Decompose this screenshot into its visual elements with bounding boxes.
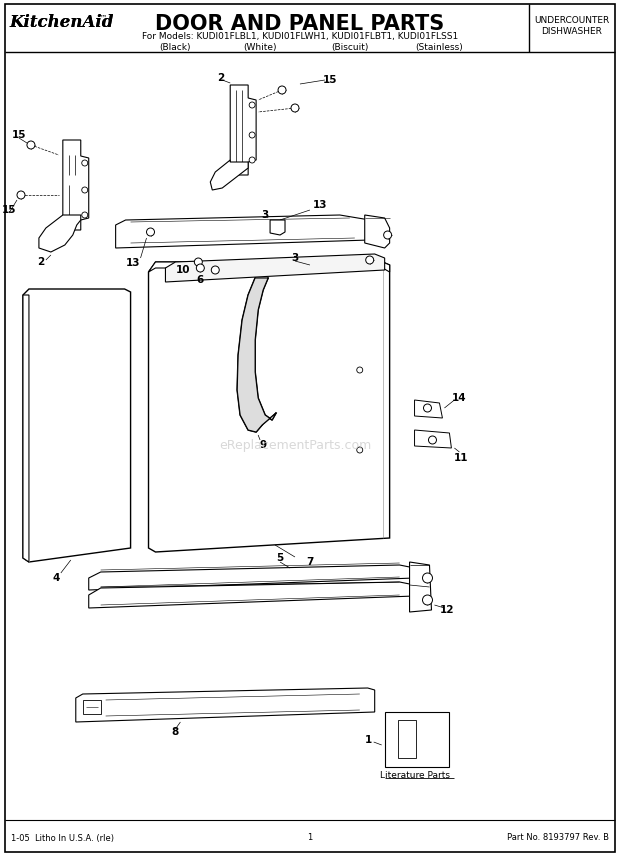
Text: KitchenAid: KitchenAid: [9, 14, 113, 31]
Text: 7: 7: [306, 557, 314, 567]
Polygon shape: [166, 254, 384, 282]
Text: 6: 6: [197, 275, 204, 285]
Circle shape: [423, 404, 432, 412]
Text: (Black): (Black): [160, 43, 191, 52]
Circle shape: [27, 141, 35, 149]
Circle shape: [356, 447, 363, 453]
Text: 1-05  Litho In U.S.A. (rle): 1-05 Litho In U.S.A. (rle): [11, 834, 114, 842]
Polygon shape: [89, 582, 415, 608]
Text: 12: 12: [440, 605, 454, 615]
Polygon shape: [63, 140, 89, 230]
Polygon shape: [410, 562, 432, 612]
Circle shape: [366, 256, 374, 264]
Circle shape: [17, 191, 25, 199]
Circle shape: [82, 212, 88, 218]
Text: 1: 1: [308, 834, 312, 842]
Text: (Stainless): (Stainless): [415, 43, 463, 52]
Circle shape: [249, 157, 255, 163]
Circle shape: [428, 436, 436, 444]
Circle shape: [278, 86, 286, 94]
Text: 3: 3: [262, 210, 268, 220]
Text: Part No. 8193797 Rev. B: Part No. 8193797 Rev. B: [507, 834, 609, 842]
Polygon shape: [237, 278, 276, 432]
Polygon shape: [76, 688, 374, 722]
Text: 14: 14: [452, 393, 467, 403]
Text: 4: 4: [52, 573, 60, 583]
Polygon shape: [149, 262, 389, 552]
Bar: [397, 720, 415, 758]
Text: 9: 9: [260, 440, 267, 450]
Text: 13: 13: [125, 258, 140, 268]
Circle shape: [356, 367, 363, 373]
Text: (White): (White): [244, 43, 277, 52]
Circle shape: [82, 187, 88, 193]
Text: 11: 11: [454, 453, 469, 463]
Text: 8: 8: [172, 727, 179, 737]
Text: ™: ™: [99, 14, 107, 23]
Circle shape: [249, 132, 255, 138]
Circle shape: [422, 595, 433, 605]
Text: 10: 10: [176, 265, 190, 275]
Polygon shape: [23, 289, 131, 562]
Text: DISHWASHER: DISHWASHER: [541, 27, 603, 36]
Polygon shape: [415, 430, 451, 448]
Text: For Models: KUDI01FLBL1, KUDI01FLWH1, KUDI01FLBT1, KUDI01FLSS1: For Models: KUDI01FLBL1, KUDI01FLWH1, KU…: [142, 32, 458, 41]
Circle shape: [249, 102, 255, 108]
Bar: [384, 712, 450, 767]
Text: Literature Parts: Literature Parts: [379, 770, 450, 780]
Polygon shape: [23, 295, 29, 562]
Polygon shape: [116, 215, 370, 248]
Text: UNDERCOUNTER: UNDERCOUNTER: [534, 16, 609, 25]
Circle shape: [384, 231, 392, 239]
Circle shape: [291, 104, 299, 112]
Polygon shape: [230, 85, 256, 175]
Polygon shape: [149, 262, 389, 272]
Polygon shape: [89, 565, 415, 590]
Circle shape: [422, 573, 433, 583]
Text: 15: 15: [322, 75, 337, 85]
Circle shape: [146, 228, 154, 236]
Polygon shape: [39, 215, 81, 252]
Text: DOOR AND PANEL PARTS: DOOR AND PANEL PARTS: [156, 14, 445, 34]
Text: eReplacementParts.com: eReplacementParts.com: [219, 438, 371, 451]
Circle shape: [197, 264, 205, 272]
Polygon shape: [365, 215, 389, 248]
Text: (Biscuit): (Biscuit): [331, 43, 368, 52]
Text: KitchenAid: KitchenAid: [9, 14, 113, 31]
Polygon shape: [210, 160, 248, 190]
Text: 15: 15: [12, 130, 26, 140]
Text: 2: 2: [216, 73, 224, 83]
Polygon shape: [82, 700, 100, 714]
Text: 2: 2: [37, 257, 45, 267]
Text: 5: 5: [277, 553, 284, 563]
Circle shape: [82, 160, 88, 166]
Text: 3: 3: [291, 253, 299, 263]
Circle shape: [194, 258, 202, 266]
Polygon shape: [415, 400, 443, 418]
Text: 1: 1: [365, 735, 372, 745]
Text: 13: 13: [312, 200, 327, 210]
Text: 15: 15: [2, 205, 16, 215]
Polygon shape: [270, 220, 285, 235]
Circle shape: [211, 266, 219, 274]
